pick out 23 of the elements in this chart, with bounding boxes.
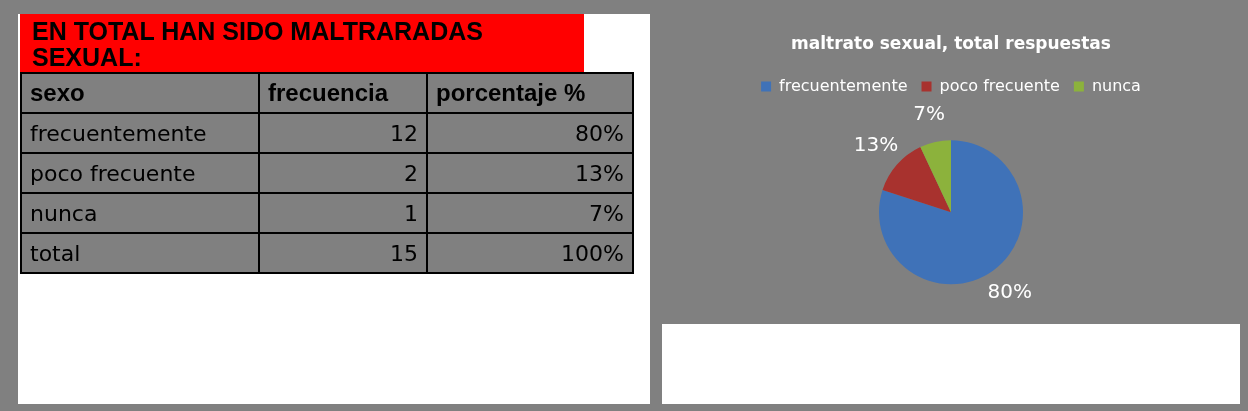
data-label: 2	[259, 153, 427, 193]
text: sexo	[21, 73, 259, 113]
chart-title: maltrato sexual, total respuestas	[791, 32, 1111, 53]
category-label: frecuentemente	[21, 113, 259, 153]
text: EN TOTAL HAN SIDO MALTRARADAS SEXUAL:	[20, 14, 584, 72]
data-label: 13%	[853, 132, 899, 157]
data-label: 13%	[427, 153, 633, 193]
series-label: porcentaje %	[427, 73, 633, 113]
data-label: 80%	[987, 279, 1033, 304]
data-label: 100%	[427, 233, 633, 273]
category-label: nunca	[21, 193, 259, 233]
series-label: frecuencia	[259, 73, 427, 113]
data-label: 15	[259, 233, 427, 273]
legend-label: frecuentemente	[779, 75, 908, 95]
data-label: 1	[259, 193, 427, 233]
legend-label: poco frecuente	[939, 75, 1060, 95]
data-label: 7%	[427, 193, 633, 233]
data-label: 80%	[427, 113, 633, 153]
category-label: total	[21, 233, 259, 273]
category-label: poco frecuente	[21, 153, 259, 193]
data-label: 12	[259, 113, 427, 153]
data-label: 7%	[913, 100, 946, 125]
legend-label: nunca	[1091, 75, 1141, 95]
